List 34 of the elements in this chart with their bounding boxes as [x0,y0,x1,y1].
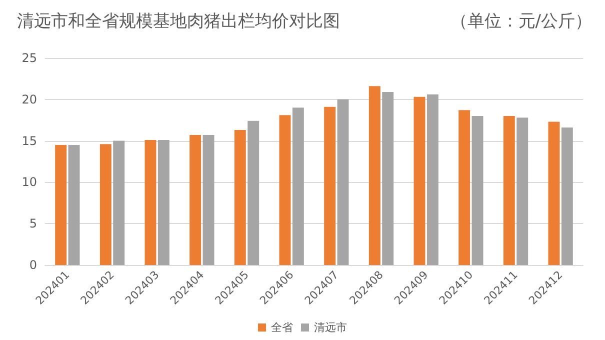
bar [234,130,246,265]
y-tick-label: 5 [29,216,37,231]
bar [472,116,484,265]
bar [144,140,156,265]
legend-label: 清远市 [314,321,347,334]
bar [202,135,214,265]
chart-subtitle: （单位：元/公斤） [450,12,592,32]
bar [337,99,349,265]
bar [158,140,170,265]
bar [324,106,336,265]
y-tick-label: 10 [22,175,37,190]
chart-title: 清远市和全省规模基地肉猪出栏均价对比图 [17,12,340,32]
y-tick-label: 15 [22,134,37,148]
legend-label: 全省 [271,321,293,334]
bar [503,116,515,265]
bar [68,144,80,265]
bar [382,92,394,265]
bar [279,115,291,265]
bar [561,128,573,265]
y-tick-label: 0 [29,258,37,272]
bar [100,144,112,265]
bar [113,140,125,265]
bar [368,86,380,265]
y-tick-label: 25 [22,51,37,65]
y-tick-label: 20 [22,92,37,106]
bar [426,94,438,265]
bar [55,144,67,265]
bar [548,122,560,265]
bar [190,135,202,265]
bar [414,96,426,265]
bar [516,118,528,265]
bar [248,120,260,265]
bar [292,108,304,265]
bar [458,110,470,265]
